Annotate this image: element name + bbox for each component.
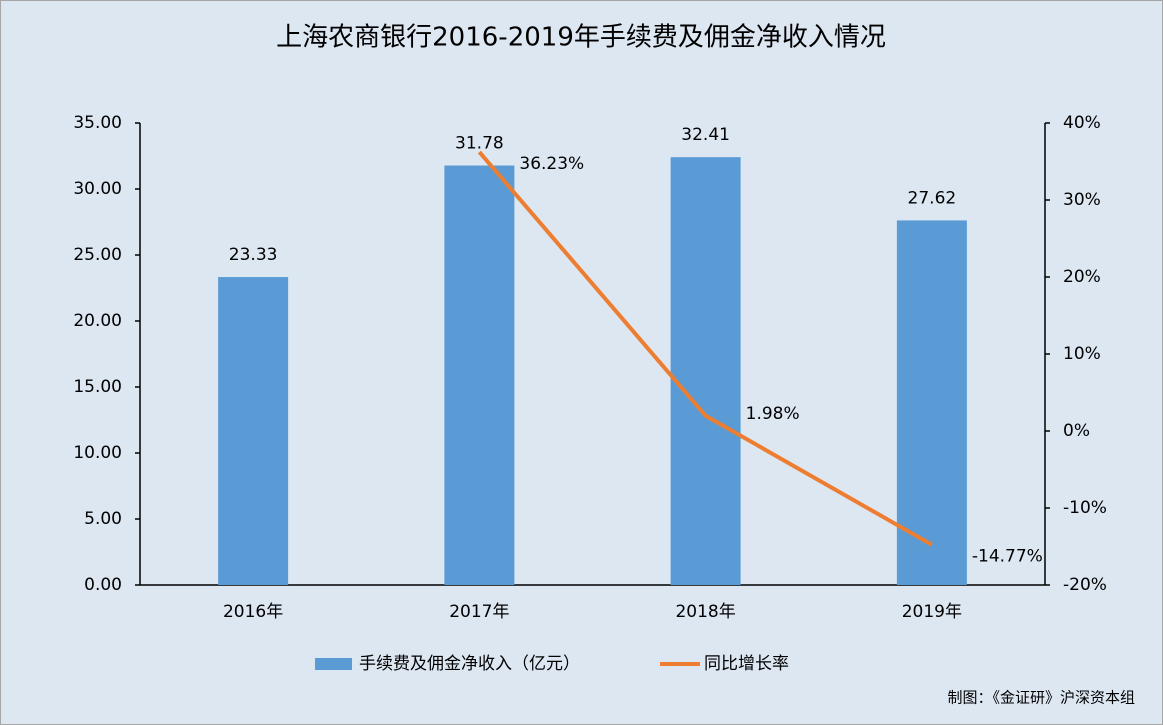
bar-value-label: 31.78 [455,134,504,154]
x-tick-label: 2017年 [449,602,509,622]
x-tick-label: 2016年 [223,602,283,622]
line-value-label: -14.77% [972,547,1043,567]
legend-label: 同比增长率 [704,654,789,674]
bar-value-label: 32.41 [681,125,730,145]
x-tick-label: 2019年 [902,602,962,622]
y2-tick-label: -20% [1063,575,1107,595]
bar-value-label: 23.33 [229,245,278,265]
y-tick-label: 0.00 [84,575,122,595]
line [477,150,933,547]
line-value-label: 1.98% [746,404,800,424]
y2-tick-label: -10% [1063,498,1107,518]
bar-value-label: 27.62 [908,188,957,208]
y-tick-label: 15.00 [73,377,122,397]
legend-swatch [315,658,352,670]
x-tick-label: 2018年 [675,602,735,622]
y2-tick-label: 30% [1063,190,1101,210]
legend-label: 手续费及佣金净收入（亿元） [359,654,580,674]
y2-tick-label: 0% [1063,421,1090,441]
y2-tick-label: 40% [1063,113,1101,133]
y2-tick-label: 10% [1063,344,1101,364]
y-tick-label: 10.00 [73,443,122,463]
chart-title: 上海农商银行2016-2019年手续费及佣金净收入情况 [276,23,886,53]
y-tick-label: 5.00 [84,509,122,529]
bar [670,157,741,586]
bar [218,277,289,585]
source-note: 制图：《金证研》沪深资本组 [947,689,1135,707]
line-value-label: 36.23% [519,154,584,174]
bar [444,165,515,585]
y-tick-label: 35.00 [73,113,122,133]
y-tick-label: 20.00 [73,311,122,331]
y2-tick-label: 20% [1063,267,1101,287]
bar [896,220,967,585]
y-tick-label: 30.00 [73,179,122,199]
y-tick-label: 25.00 [73,245,122,265]
